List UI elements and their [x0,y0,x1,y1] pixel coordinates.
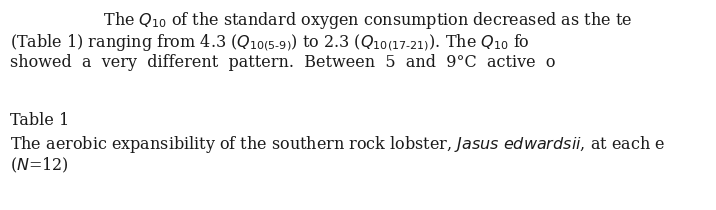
Text: showed  a  very  different  pattern.  Between  5  and  9°C  active  o: showed a very different pattern. Between… [10,54,556,71]
Text: The $Q_{10}$ of the standard oxygen consumption decreased as the te: The $Q_{10}$ of the standard oxygen cons… [84,10,632,31]
Text: Table 1: Table 1 [10,112,69,129]
Text: ($N$=12): ($N$=12) [10,156,69,175]
Text: (Table 1) ranging from 4.3 ($Q_{10(5\text{-}9)}$) to 2.3 ($Q_{10(17\text{-}21)}$: (Table 1) ranging from 4.3 ($Q_{10(5\tex… [10,32,530,52]
Text: The aerobic expansibility of the southern rock lobster, $\mathit{Jasus\ edwardsi: The aerobic expansibility of the souther… [10,134,665,155]
